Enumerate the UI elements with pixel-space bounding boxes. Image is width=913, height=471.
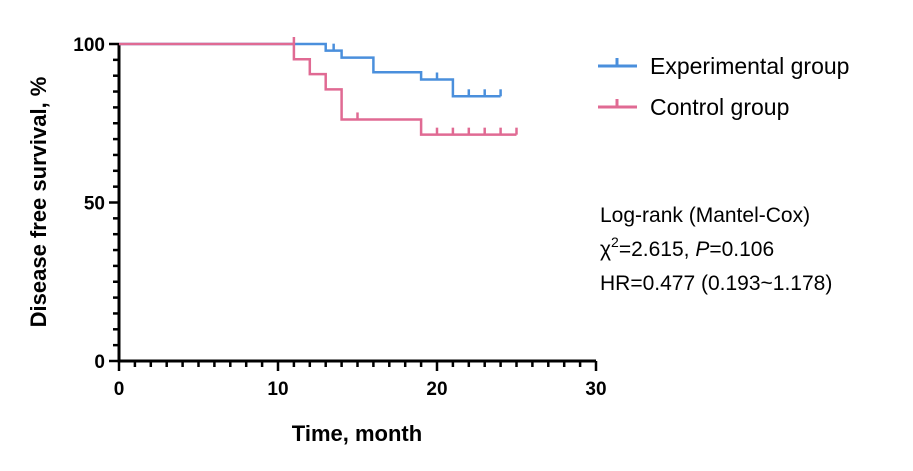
stats-hazard-ratio: HR=0.477 (0.193~1.178) <box>600 272 832 295</box>
x-tick-label: 0 <box>114 379 125 400</box>
p-label: P <box>695 238 709 261</box>
stats-annotation: Log-rank (Mantel-Cox) χ2=2.615, P=0.106 … <box>600 204 832 295</box>
series-layer <box>119 37 518 136</box>
p-value: =0.106 <box>709 238 774 261</box>
legend-label-control: Control group <box>650 94 789 120</box>
stats-test-name: Log-rank (Mantel-Cox) <box>600 204 810 227</box>
legend-label-experimental: Experimental group <box>650 53 849 79</box>
y-tick-label: 50 <box>84 194 105 215</box>
stats-chi-square: χ2=2.615, P=0.106 <box>600 234 774 261</box>
y-axis-title: Disease free survival, % <box>26 77 51 328</box>
axis-layer: 0 50 100 0 10 20 30 <box>73 35 606 400</box>
chi-superscript: 2 <box>611 234 619 250</box>
x-axis-title: Time, month <box>292 421 422 446</box>
series-line-control <box>119 42 517 136</box>
x-tick-label: 30 <box>585 379 606 400</box>
legend: Experimental group Control group <box>598 53 849 120</box>
y-tick-label: 0 <box>94 352 105 373</box>
x-tick-label: 20 <box>426 379 447 400</box>
legend-item-control: Control group <box>598 94 789 120</box>
x-tick-label: 10 <box>267 379 288 400</box>
legend-item-experimental: Experimental group <box>598 53 849 79</box>
y-tick-label: 100 <box>73 35 105 56</box>
chi-symbol: χ <box>600 238 611 261</box>
chi-value: =2.615, <box>619 238 695 261</box>
series-line-experimental <box>119 42 501 98</box>
